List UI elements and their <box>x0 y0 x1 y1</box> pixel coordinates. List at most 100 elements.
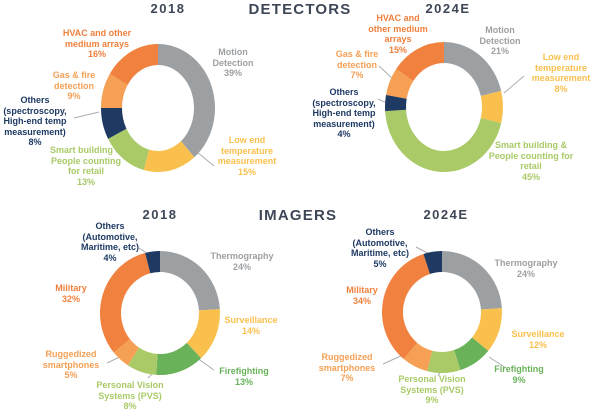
label-percent: 34% <box>352 295 371 306</box>
label-surveillance: Surveillance 14% <box>205 315 297 336</box>
label-percent: 4% <box>337 129 351 139</box>
label-others-spectroscopy: Others (spectroscopy, High-end temp meas… <box>307 87 381 140</box>
donut-slice <box>444 42 502 97</box>
label-percent: 21% <box>490 46 509 56</box>
chart-detectors-2024e: 2024E HVAC and other medium arrays 15% M… <box>300 0 600 205</box>
label-others-spectroscopy: Others (spectroscopy, High-end temp meas… <box>0 95 72 148</box>
leader-line <box>73 111 100 119</box>
chart-year-title: 2024E <box>423 207 469 222</box>
label-text: HVAC and other medium arrays <box>368 13 428 44</box>
donut-slice <box>386 68 414 99</box>
label-text: Ruggedized smartphones <box>42 349 100 370</box>
leader-line <box>196 151 215 167</box>
donut-slice <box>143 141 195 173</box>
label-percent: 39% <box>223 68 242 78</box>
donut-chart-detectors-2018 <box>73 44 215 173</box>
donut-slice <box>423 251 442 274</box>
label-percent: 7% <box>350 70 364 80</box>
donut-slice <box>108 128 150 170</box>
label-text: Thermography <box>494 258 558 268</box>
donut-slice <box>160 251 220 311</box>
donut-slice <box>472 308 502 351</box>
chart-imagers-2024e: 2024E Others (Automotive, Maritime, etc)… <box>300 206 600 411</box>
label-hvac-and-other-medium-arrays: HVAC and other medium arrays 16% <box>51 28 143 60</box>
label-percent: 15% <box>237 166 256 177</box>
donut-slice <box>382 253 430 359</box>
label-text: Ruggedized smartphones <box>318 352 376 373</box>
donut-slice <box>454 337 489 371</box>
label-percent: 24% <box>232 261 251 272</box>
label-percent: 24% <box>516 268 535 279</box>
label-percent: 8% <box>123 401 137 411</box>
chart-year-title: 2024E <box>425 1 471 16</box>
label-text: Gas & fire detection <box>335 49 379 70</box>
chart-detectors-2018: 2018 HVAC and other medium arrays 16% Mo… <box>0 0 300 205</box>
label-percent: 5% <box>373 258 387 269</box>
label-surveillance: Surveillance 12% <box>492 329 584 350</box>
chart-imagers-2018: 2018 Others (Automotive, Maritime, etc) … <box>0 206 300 411</box>
label-percent: 9% <box>512 374 526 385</box>
label-low-end-temperature: Low end temperature measurement 15% <box>209 135 285 177</box>
label-personal-vision-systems: Personal Vision Systems (PVS) 9% <box>384 374 480 406</box>
donut-slice <box>145 251 160 274</box>
label-percent: 7% <box>340 373 354 383</box>
label-gas-fire-detection: Gas & fire detection 9% <box>42 70 106 102</box>
label-text: Thermography <box>210 251 274 261</box>
donut-slice <box>396 42 444 82</box>
label-text: Personal Vision Systems (PVS) <box>96 380 164 401</box>
label-motion-detection: Motion Detection 21% <box>468 25 532 57</box>
label-percent: 13% <box>234 376 253 387</box>
label-percent: 12% <box>528 339 547 350</box>
label-text: Smart building & People counting for ret… <box>488 140 574 171</box>
label-thermography: Thermography 24% <box>480 258 572 279</box>
label-text: Military <box>55 283 87 293</box>
label-text: Others (Automotive, Maritime, etc) <box>80 221 140 252</box>
donut-slice <box>127 347 158 375</box>
leader-line <box>488 356 507 369</box>
donut-slice <box>100 252 151 353</box>
chart-year-title: 2018 <box>142 207 178 222</box>
label-text: Others (spectroscopy, High-end temp meas… <box>312 87 376 129</box>
label-percent: 45% <box>521 171 540 182</box>
donut-slice <box>158 44 215 158</box>
label-percent: 5% <box>64 370 78 380</box>
label-low-end-temperature: Low end temperature measurement 8% <box>521 52 600 94</box>
label-text: Smart building & People counting for ret… <box>50 145 122 176</box>
label-ruggedized-smartphones: Ruggedized smartphones 7% <box>306 352 388 384</box>
leader-line <box>503 75 525 94</box>
label-personal-vision-systems: Personal Vision Systems (PVS) 8% <box>82 380 178 411</box>
label-firefighting: Firefighting 13% <box>203 366 285 387</box>
donut-slice <box>403 342 433 372</box>
detectors-section-title: DETECTORS <box>248 1 352 18</box>
label-percent: 4% <box>103 252 117 263</box>
label-percent: 13% <box>76 176 95 187</box>
label-military: Military 34% <box>332 285 392 306</box>
donut-slice <box>442 251 502 310</box>
label-ruggedized-smartphones: Ruggedized smartphones 5% <box>30 349 112 381</box>
label-text: Surveillance <box>511 329 565 339</box>
donut-slice <box>480 90 504 124</box>
label-text: Motion Detection <box>479 25 521 46</box>
label-text: Military <box>346 285 378 295</box>
label-text: Firefighting <box>219 366 269 376</box>
label-military: Military 32% <box>41 283 101 304</box>
donut-chart-detectors-2024e <box>377 42 525 172</box>
label-text: Firefighting <box>494 364 544 374</box>
donut-slice <box>113 339 140 366</box>
label-firefighting: Firefighting 9% <box>478 364 560 385</box>
chart-year-title: 2018 <box>150 1 186 16</box>
leader-line <box>196 357 215 371</box>
label-text: Others (Automotive, Maritime, etc) <box>350 227 410 258</box>
donut-slice <box>101 108 127 139</box>
donut-slice <box>109 44 158 85</box>
label-text: Others (spectroscopy, High-end temp meas… <box>3 95 67 137</box>
donut-chart-imagers-2024e <box>382 246 507 377</box>
label-percent: 8% <box>28 137 42 147</box>
label-motion-detection: Motion Detection 39% <box>201 47 265 79</box>
label-percent: 15% <box>388 44 407 55</box>
label-text: Surveillance <box>224 315 278 325</box>
label-percent: 16% <box>87 49 106 59</box>
label-percent: 8% <box>554 83 568 94</box>
donut-slice <box>156 342 202 376</box>
